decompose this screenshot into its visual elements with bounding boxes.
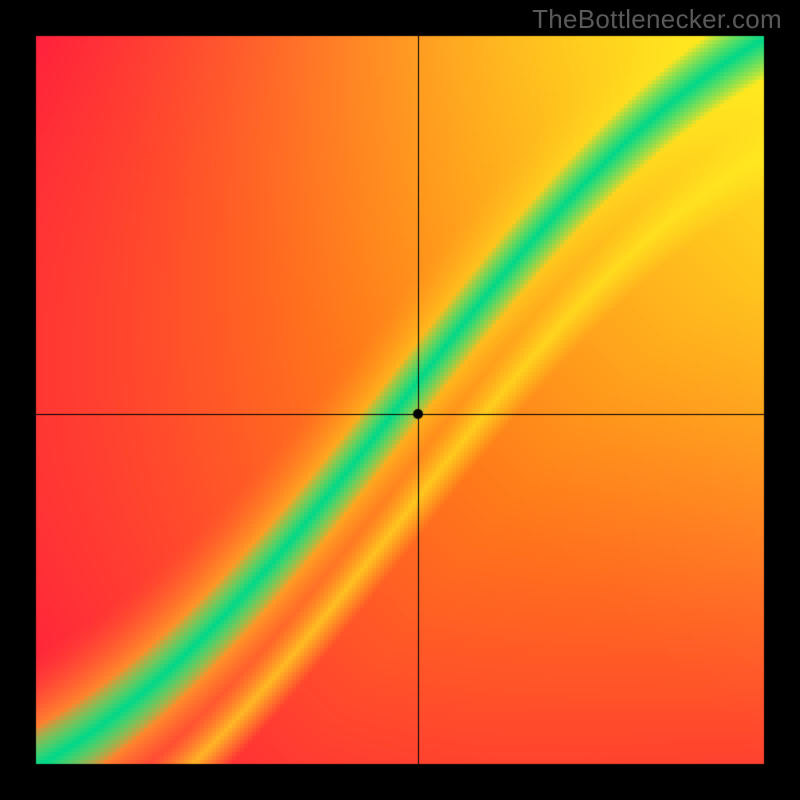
chart-stage: TheBottlenecker.com [0,0,800,800]
bottleneck-heatmap [0,0,800,800]
watermark-text: TheBottlenecker.com [532,4,782,35]
